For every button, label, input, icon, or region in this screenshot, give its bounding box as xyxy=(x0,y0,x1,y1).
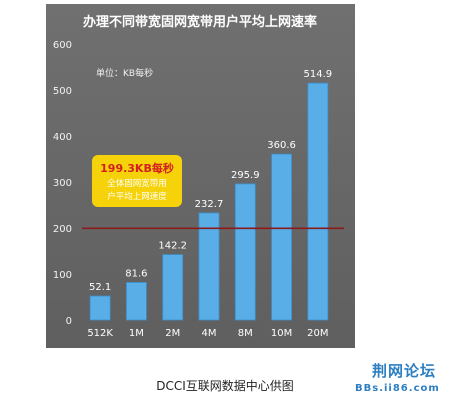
bar xyxy=(234,183,256,321)
bar-value-label: 81.6 xyxy=(125,268,147,279)
annotation-callout: 199.3KB每秒 全体固网宽带用 户平均上网速度 xyxy=(92,155,182,207)
y-tick-label: 100 xyxy=(53,270,72,281)
x-tick-label: 1M xyxy=(129,328,144,339)
chart-panel: 办理不同带宽固网宽带用户平均上网速率 单位：KB每秒 0 100 200 300 400… xyxy=(46,4,355,348)
annotation-line-1: 全体固网宽带用 xyxy=(107,178,167,189)
bar xyxy=(198,212,220,321)
x-tick-label: 512K xyxy=(87,328,113,339)
x-tick-label: 8M xyxy=(238,328,253,339)
bar-value-label: 232.7 xyxy=(195,199,224,210)
x-tick-label: 2M xyxy=(165,328,180,339)
bar-value-label: 514.9 xyxy=(304,69,333,80)
x-axis: 512K 1M 2M 4M 8M 10M 20M xyxy=(87,328,328,339)
y-tick-label: 200 xyxy=(53,224,72,235)
bar xyxy=(126,282,147,321)
bar xyxy=(89,295,111,321)
unit-note: 单位：KB每秒 xyxy=(96,67,153,79)
bar-value-label: 360.6 xyxy=(267,140,296,151)
watermark-name: 荆网论坛 xyxy=(372,362,437,380)
bar-series: 52.1 81.6 142.2 232.7 295.9 360.6 514.9 xyxy=(89,69,333,321)
y-tick-label: 300 xyxy=(53,178,72,189)
bar xyxy=(162,254,184,321)
bar-value-label: 295.9 xyxy=(231,170,260,181)
y-axis: 0 100 200 300 400 500 600 xyxy=(53,40,72,327)
bar-value-label: 52.1 xyxy=(89,282,111,293)
bar xyxy=(271,153,292,321)
annotation-headline: 199.3KB每秒 xyxy=(100,161,174,175)
bar-value-label: 142.2 xyxy=(158,241,187,252)
y-tick-label: 500 xyxy=(53,86,72,97)
x-tick-label: 4M xyxy=(202,328,217,339)
annotation-line-2: 户平均上网速度 xyxy=(107,191,167,202)
bar xyxy=(307,82,329,321)
y-tick-label: 600 xyxy=(53,40,72,51)
y-tick-label: 400 xyxy=(53,132,72,143)
y-tick-label: 0 xyxy=(66,316,72,327)
bar-chart: 办理不同带宽固网宽带用户平均上网速率 单位：KB每秒 0 100 200 300 400… xyxy=(53,14,344,339)
watermark-url: BBs.ii86.com xyxy=(355,383,440,394)
x-tick-label: 20M xyxy=(307,328,328,339)
x-tick-label: 10M xyxy=(271,328,292,339)
figure-caption: DCCI互联网数据中心供图 xyxy=(156,379,294,393)
annotation-box xyxy=(92,155,182,207)
chart-title: 办理不同带宽固网宽带用户平均上网速率 xyxy=(83,14,317,30)
